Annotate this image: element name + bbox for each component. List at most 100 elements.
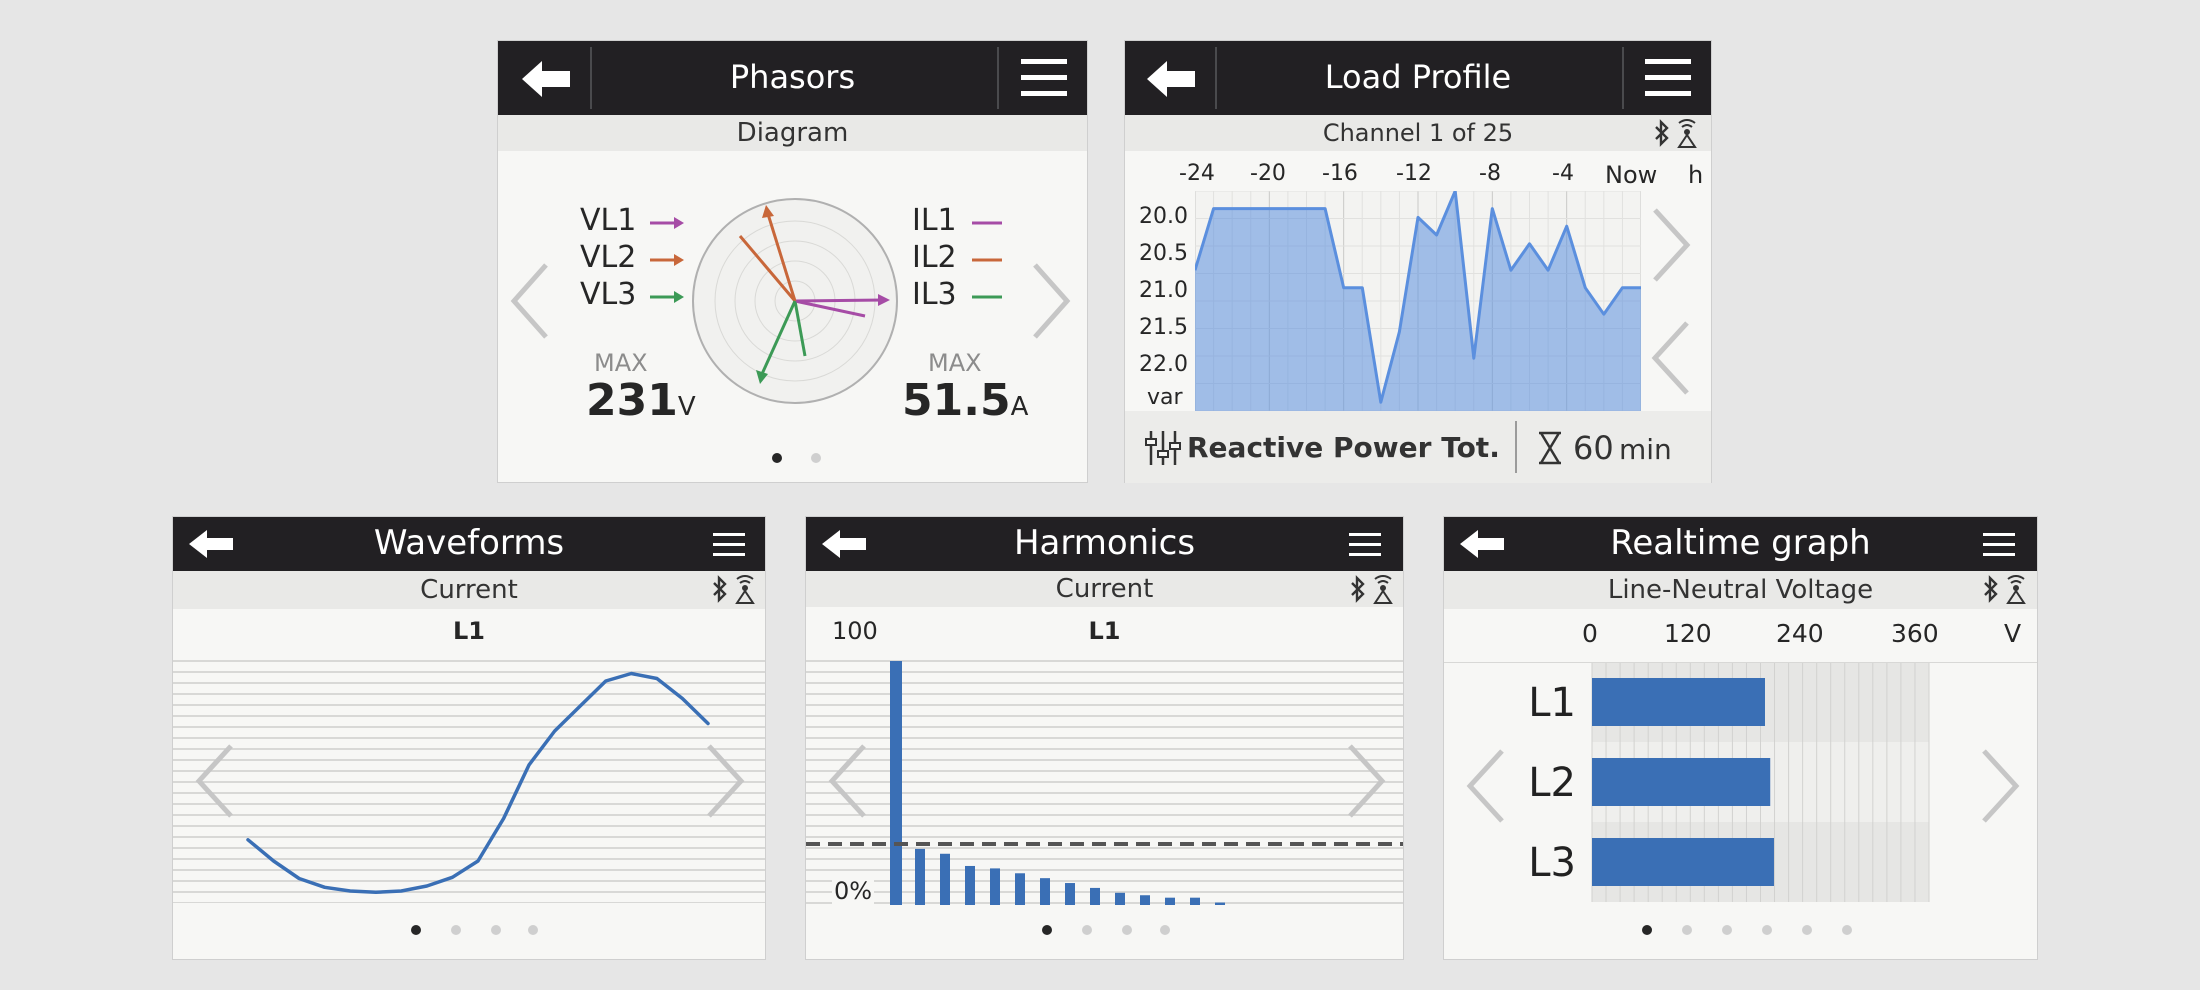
menu-icon[interactable] (713, 533, 745, 557)
page-dot[interactable] (528, 925, 538, 935)
footer-divider (1515, 421, 1517, 473)
harmonic-bar (1140, 895, 1150, 905)
page-dot[interactable] (1082, 925, 1092, 935)
wireless-signal-icon (1677, 119, 1697, 148)
page-dot-active[interactable] (772, 453, 782, 463)
page-dot[interactable] (491, 925, 501, 935)
y-max-label: 100 (832, 617, 878, 645)
chevron-left-icon[interactable] (195, 742, 235, 820)
subtitle: Current (1055, 574, 1154, 604)
load-profile-header: Load Profile (1125, 41, 1711, 115)
legend-lines-i (972, 221, 1002, 299)
subtitle-bar: Current (806, 571, 1403, 607)
max-current-value: 51.5 (902, 375, 1011, 426)
x-tick: -20 (1250, 161, 1286, 186)
harmonic-bar (940, 853, 950, 905)
page-dot[interactable] (1842, 925, 1852, 935)
page-dot[interactable] (811, 453, 821, 463)
harmonic-bar (1215, 902, 1225, 905)
harmonic-bar (1115, 892, 1125, 905)
back-arrow-icon[interactable] (189, 530, 235, 558)
phase-label: L2 (1528, 760, 1576, 806)
x-tick: -4 (1552, 161, 1574, 186)
page-dot-active[interactable] (1042, 925, 1052, 935)
legend-vl3: VL3 (580, 277, 637, 312)
bluetooth-icon (713, 575, 727, 603)
page-dot[interactable] (1722, 925, 1732, 935)
x-tick: 240 (1776, 619, 1824, 648)
y-tick: 21.0 (1139, 278, 1188, 303)
interval-value[interactable]: 60 (1573, 429, 1614, 467)
subtitle: Line-Neutral Voltage (1607, 575, 1874, 605)
subtitle-bar: Current (173, 571, 765, 609)
harmonics-panel: Harmonics Current 100 L1 0% (805, 516, 1404, 960)
x-tick: 360 (1891, 619, 1939, 648)
page-dot[interactable] (1122, 925, 1132, 935)
y-min-label: 0% (832, 877, 875, 905)
hourglass-icon[interactable] (1537, 431, 1563, 465)
page-indicator (173, 925, 765, 945)
phasors-panel: Phasors Diagram VL1 VL2 VL3 IL1 IL2 IL3 (497, 40, 1088, 483)
sliders-icon[interactable] (1145, 429, 1181, 467)
page-dot[interactable] (1682, 925, 1692, 935)
menu-icon[interactable] (1645, 59, 1691, 97)
page-indicator (806, 925, 1403, 945)
page-dot[interactable] (1160, 925, 1170, 935)
chevron-right-icon[interactable] (1980, 747, 2020, 825)
legend-vl1: VL1 (580, 203, 637, 238)
phase-label: L1 (1088, 617, 1121, 645)
back-arrow-icon[interactable] (822, 530, 868, 558)
x-axis-unit: V (2004, 619, 2022, 648)
x-tick: -24 (1179, 161, 1215, 186)
legend-il3: IL3 (912, 277, 957, 312)
page-indicator (1444, 925, 2037, 945)
chevron-left-icon[interactable] (828, 742, 868, 820)
chevron-right-icon[interactable] (705, 742, 745, 820)
chevron-right-icon[interactable] (1346, 742, 1386, 820)
chevron-right-icon[interactable] (1031, 261, 1071, 341)
harmonic-bar (1165, 897, 1175, 905)
harmonic-bar (1090, 887, 1100, 905)
legend-il1: IL1 (912, 203, 957, 238)
max-current: 51.5A (902, 375, 1028, 426)
wireless-signal-icon (2006, 575, 2026, 604)
chevron-left-icon[interactable] (1651, 319, 1691, 397)
back-arrow-icon[interactable] (522, 61, 572, 97)
menu-icon[interactable] (1349, 533, 1381, 557)
wireless-signal-icon (735, 575, 755, 604)
y-tick: 22.0 (1139, 352, 1188, 377)
page-dot-active[interactable] (1642, 925, 1652, 935)
phase-label: L3 (1528, 840, 1576, 886)
phase-label: L1 (453, 617, 485, 645)
phase-bar (1592, 838, 1774, 886)
legend-il2: IL2 (912, 240, 957, 275)
y-tick: 20.0 (1139, 204, 1188, 229)
harmonic-bar (990, 868, 1000, 905)
chevron-left-icon[interactable] (1466, 747, 1506, 825)
page-dot[interactable] (1802, 925, 1812, 935)
wireless-signal-icon (1373, 575, 1393, 604)
realtime-bar-chart: L1 L2 L3 (1444, 662, 2037, 902)
page-dot[interactable] (1762, 925, 1772, 935)
page-dot-active[interactable] (411, 925, 421, 935)
harmonic-bar (890, 661, 902, 905)
subtitle-bar: Channel 1 of 25 (1125, 115, 1711, 151)
max-voltage-label: MAX (594, 349, 648, 377)
x-tick: Now (1605, 161, 1658, 189)
max-voltage-unit: V (677, 392, 696, 422)
bluetooth-icon (1655, 119, 1669, 147)
quantity-selector[interactable]: Reactive Power Tot. (1187, 431, 1500, 464)
back-arrow-icon[interactable] (1147, 61, 1197, 97)
interval-unit[interactable]: min (1619, 433, 1672, 466)
back-arrow-icon[interactable] (1460, 530, 1506, 558)
menu-icon[interactable] (1983, 533, 2015, 557)
max-voltage: 231V (586, 375, 696, 426)
chevron-right-icon[interactable] (1651, 206, 1691, 284)
subtitle-bar: Line-Neutral Voltage (1444, 571, 2037, 609)
menu-icon[interactable] (1021, 59, 1067, 97)
y-axis-unit: var (1147, 385, 1183, 410)
page-dot[interactable] (451, 925, 461, 935)
harmonic-bar (1190, 897, 1200, 905)
max-current-label: MAX (928, 349, 982, 377)
chevron-left-icon[interactable] (510, 261, 550, 341)
